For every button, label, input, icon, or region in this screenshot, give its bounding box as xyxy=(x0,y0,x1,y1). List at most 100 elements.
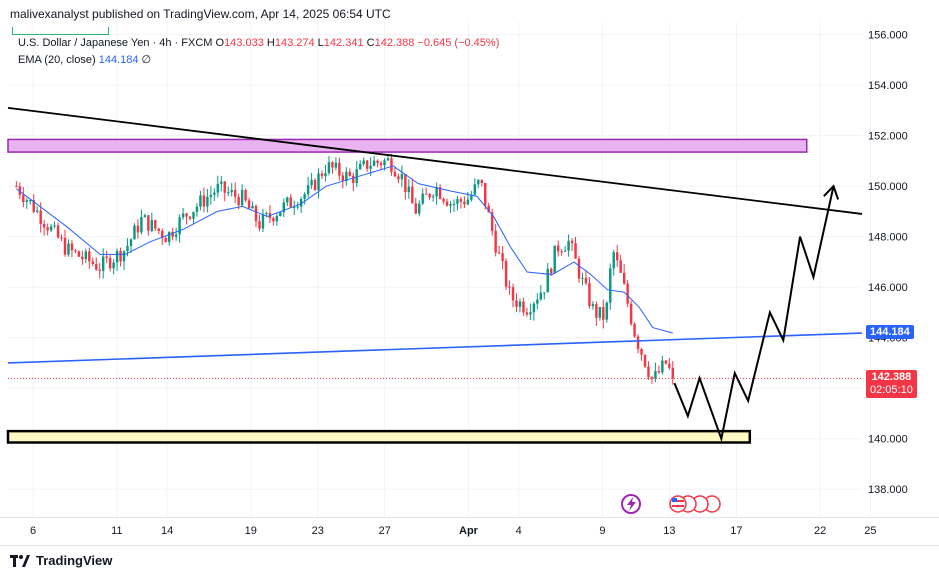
symbol-name: U.S. Dollar / Japanese Yen · 4h · FXCM xyxy=(18,37,213,49)
candle-body xyxy=(188,216,192,219)
candle-body xyxy=(261,214,265,229)
candle-body xyxy=(428,194,431,198)
candle-body xyxy=(174,234,178,237)
ema-price-tag-value: 144.184 xyxy=(870,326,910,339)
x-tick-label: 27 xyxy=(379,525,391,537)
x-tick-label: 13 xyxy=(663,525,675,537)
candle-body xyxy=(334,162,338,168)
y-tick-label: 138.000 xyxy=(868,484,908,496)
candle-body xyxy=(459,199,463,202)
candle-body xyxy=(404,174,407,193)
candle-body xyxy=(150,220,154,231)
chart-legend[interactable]: U.S. Dollar / Japanese Yen · 4h · FXCM O… xyxy=(18,35,499,69)
candle-body xyxy=(56,225,60,238)
x-tick-label: 4 xyxy=(516,525,522,537)
footer[interactable]: TradingView xyxy=(10,553,112,568)
candle-body xyxy=(577,258,581,279)
candle-body xyxy=(636,336,640,349)
candle-body xyxy=(345,171,348,181)
high-label: H xyxy=(266,37,275,49)
countdown-value: 02:05:10 xyxy=(870,384,913,397)
candle-body xyxy=(477,179,480,185)
y-tick-label: 148.000 xyxy=(868,232,908,244)
candle-body xyxy=(129,239,133,246)
projection-arrowhead xyxy=(823,184,840,200)
candle-body xyxy=(282,202,286,213)
y-tick-label: 146.000 xyxy=(868,282,908,294)
legend-symbol-row: U.S. Dollar / Japanese Yen · 4h · FXCM O… xyxy=(18,35,499,52)
x-tick-label: 19 xyxy=(245,525,257,537)
candle-body xyxy=(154,220,157,229)
candle-body xyxy=(67,243,70,255)
legend-ema-row: EMA (20, close) 144.184 ∅ xyxy=(18,52,499,69)
y-tick-label: 150.000 xyxy=(868,181,908,193)
candle-body xyxy=(546,268,549,293)
candle-body xyxy=(424,193,428,195)
candle-body xyxy=(108,257,112,269)
flag-stripes xyxy=(672,505,684,507)
x-tick-label: Apr xyxy=(459,525,479,537)
low-value: 142.341 xyxy=(323,37,364,49)
candle-body xyxy=(484,182,487,206)
tradingview-brand: TradingView xyxy=(36,553,113,568)
ema-line xyxy=(16,165,673,334)
candle-body xyxy=(650,376,654,379)
ema-extra: ∅ xyxy=(141,54,152,66)
candle-body xyxy=(348,171,352,176)
y-tick-label: 154.000 xyxy=(868,80,908,92)
candle-body xyxy=(157,228,160,232)
candle-body xyxy=(584,277,588,284)
candle-body xyxy=(615,252,619,261)
candle-body xyxy=(463,201,466,205)
candle-body xyxy=(532,303,536,313)
flag-stripes xyxy=(672,500,684,502)
candle-body xyxy=(352,175,355,184)
candle-body xyxy=(470,194,473,200)
candle-body xyxy=(95,263,98,270)
last-price-tag-value: 142.388 xyxy=(871,371,912,384)
candle-body xyxy=(161,231,164,239)
candle-body xyxy=(612,252,615,269)
candle-body xyxy=(49,226,53,231)
candle-body xyxy=(88,251,91,262)
event-icons[interactable] xyxy=(621,494,721,514)
candle-body xyxy=(35,210,39,212)
x-axis[interactable]: 6 11 14 19 23 27 Apr 4 9 13 17 22 25 xyxy=(30,525,876,537)
candle-body xyxy=(63,237,67,255)
open-label: O xyxy=(215,37,225,49)
candle-body xyxy=(233,190,237,197)
candle-body xyxy=(320,173,324,177)
candle-body xyxy=(143,215,147,218)
candle-body xyxy=(442,198,445,202)
candle-body xyxy=(15,186,18,188)
candle-body xyxy=(46,227,49,231)
descending-trendline xyxy=(7,106,863,215)
candle-body xyxy=(195,206,199,212)
candle-body xyxy=(400,174,404,180)
candle-body xyxy=(112,262,115,269)
change-value: −0.645 (−0.45%) xyxy=(417,37,500,49)
candle-body xyxy=(595,304,598,318)
candle-body xyxy=(171,231,174,237)
lightning-glyph-icon xyxy=(627,497,636,511)
x-tick-label: 23 xyxy=(312,525,324,537)
candle-body xyxy=(570,240,574,244)
candle-body xyxy=(598,306,602,318)
candle-body xyxy=(244,189,247,201)
ema-label: EMA (20, close) xyxy=(18,54,96,66)
candle-body xyxy=(466,199,470,205)
candle-body xyxy=(501,253,504,261)
x-tick-label: 11 xyxy=(111,525,122,537)
candle-body xyxy=(550,268,553,274)
x-tick-label: 25 xyxy=(864,525,876,537)
candle-body xyxy=(122,251,126,262)
close-label: C xyxy=(366,37,375,49)
candle-body xyxy=(365,160,369,169)
y-axis[interactable]: 156.000 154.000 152.000 150.000 148.000 146.0… xyxy=(868,30,908,497)
candle-body xyxy=(258,221,261,229)
candle-body xyxy=(25,200,29,202)
ema-value: 144.184 xyxy=(98,54,139,66)
resistance-zone xyxy=(7,138,808,153)
publish-info: malivexanalyst published on TradingView.… xyxy=(10,7,391,21)
